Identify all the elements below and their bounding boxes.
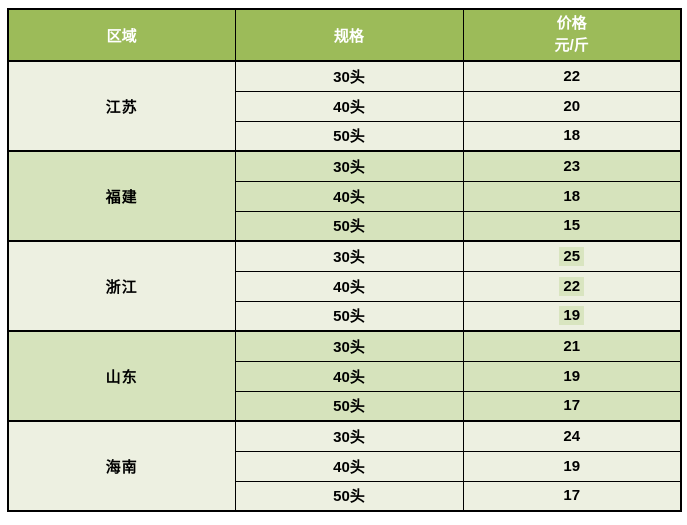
price-cell: 19 [462, 300, 682, 332]
price-value: 15 [563, 217, 581, 235]
price-value: 21 [563, 337, 581, 355]
spec-cell: 40头 [234, 270, 464, 302]
price-value: 20 [563, 97, 581, 115]
table-header-row: 区域 规格 价格 元/斤 [7, 8, 682, 62]
price-value: 24 [563, 427, 581, 445]
section-fujian: 福建 30头 23 40头 18 50头 15 [7, 150, 682, 242]
spec-cell: 50头 [234, 390, 464, 422]
table-row: 浙江 30头 25 [7, 240, 682, 332]
price-value-highlighted: 22 [559, 276, 585, 296]
price-cell: 17 [462, 480, 682, 512]
spec-cell: 40头 [234, 90, 464, 122]
spec-cell: 50头 [234, 210, 464, 242]
table-row: 江苏 30头 22 [7, 60, 682, 152]
section-hainan: 海南 30头 24 40头 19 50头 17 [7, 420, 682, 512]
header-cell-price: 价格 元/斤 [462, 8, 682, 62]
section-jiangsu: 江苏 30头 22 40头 20 50头 18 [7, 60, 682, 152]
price-value-highlighted: 25 [559, 246, 585, 266]
spec-cell: 30头 [234, 240, 464, 272]
table-row: 40头 19 [8, 360, 682, 392]
section-shandong: 山东 30头 21 40头 19 50头 17 [7, 330, 682, 422]
price-cell: 24 [462, 420, 682, 452]
price-cell: 19 [462, 450, 682, 482]
price-value: 23 [563, 157, 581, 175]
table-row: 50头 19 [8, 300, 682, 332]
spec-cell: 50头 [234, 120, 464, 152]
table-row: 40头 20 [8, 90, 682, 122]
price-cell: 21 [462, 330, 682, 362]
spec-cell: 40头 [234, 360, 464, 392]
price-value: 19 [563, 457, 581, 475]
spec-cell: 50头 [234, 480, 464, 512]
price-value: 17 [563, 487, 581, 505]
section-zhejiang: 浙江 30头 25 40头 22 50头 19 [7, 240, 682, 332]
region-cell: 浙江 [7, 240, 236, 332]
table-row: 山东 30头 21 [7, 330, 682, 422]
spec-cell: 40头 [234, 450, 464, 482]
table-row: 海南 30头 24 [7, 420, 682, 512]
price-cell: 20 [462, 90, 682, 122]
spec-cell: 40头 [234, 180, 464, 212]
price-cell: 22 [462, 270, 682, 302]
table-row: 50头 17 [8, 480, 682, 512]
table-row: 40头 18 [8, 180, 682, 212]
price-cell: 18 [462, 120, 682, 152]
price-cell: 23 [462, 150, 682, 182]
header-price-line2: 元/斤 [554, 37, 589, 54]
spec-cell: 30头 [234, 60, 464, 92]
price-cell: 17 [462, 390, 682, 422]
spec-cell: 30头 [234, 420, 464, 452]
price-value: 17 [563, 397, 581, 415]
region-cell: 江苏 [7, 60, 236, 152]
price-value: 19 [563, 367, 581, 385]
header-cell-spec: 规格 [234, 8, 464, 62]
price-cell: 22 [462, 60, 682, 92]
table-row: 50头 15 [8, 210, 682, 242]
price-value: 18 [563, 127, 581, 145]
price-cell: 18 [462, 180, 682, 212]
table-row: 40头 22 [8, 270, 682, 302]
price-cell: 25 [462, 240, 682, 272]
table-row: 40头 19 [8, 450, 682, 482]
region-price-table: 区域 规格 价格 元/斤 江苏 30头 22 40头 20 50头 18 福建 … [7, 8, 682, 512]
region-cell: 福建 [7, 150, 236, 242]
table-row: 福建 30头 23 [7, 150, 682, 242]
region-cell: 海南 [7, 420, 236, 512]
price-value: 18 [563, 187, 581, 205]
price-value-highlighted: 19 [559, 306, 585, 326]
price-cell: 19 [462, 360, 682, 392]
header-cell-region: 区域 [7, 8, 236, 62]
spec-cell: 30头 [234, 330, 464, 362]
price-value: 22 [563, 67, 581, 85]
price-cell: 15 [462, 210, 682, 242]
region-cell: 山东 [7, 330, 236, 422]
spec-cell: 30头 [234, 150, 464, 182]
spec-cell: 50头 [234, 300, 464, 332]
header-price-line1: 价格 [556, 15, 587, 32]
